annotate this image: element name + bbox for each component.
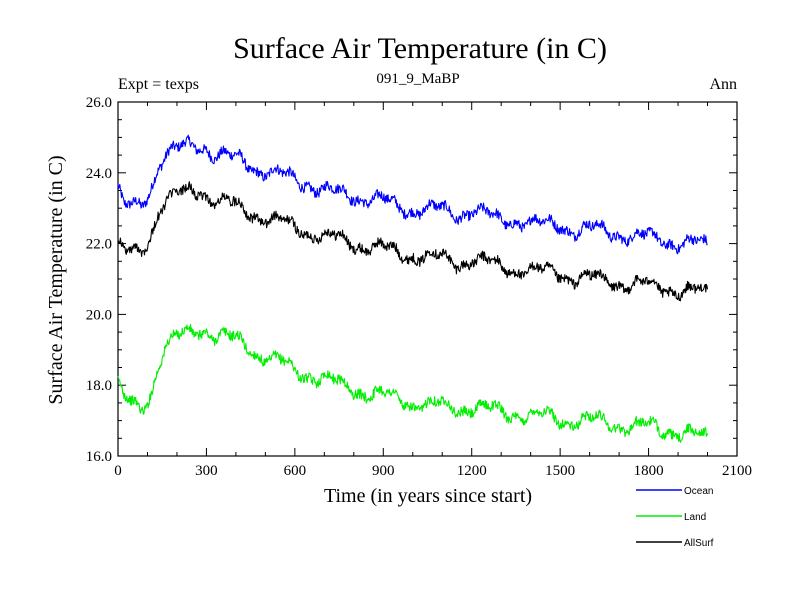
y-tick-label: 18.0 [86, 378, 112, 394]
x-tick-label: 0 [114, 463, 122, 479]
x-axis: 0 300 600 900 1200 1500 1800 2100 [114, 102, 752, 479]
experiment-label: Expt = texps [118, 76, 199, 93]
y-tick-label: 22.0 [86, 237, 112, 253]
y-tick-label: 16.0 [86, 449, 112, 465]
legend-label-land: Land [684, 512, 706, 523]
series-line-allsurf [117, 181, 709, 302]
y-tick-label: 20.0 [86, 307, 112, 323]
series-line-ocean [117, 134, 708, 255]
y-axis-label: Surface Air Temperature (in C) [45, 155, 67, 404]
x-tick-label: 1800 [634, 463, 664, 479]
period-label: Ann [709, 76, 737, 93]
series-layer [117, 134, 709, 443]
run-label: 091_9_MaBP [376, 71, 459, 87]
y-tick-label: 26.0 [86, 95, 112, 111]
x-tick-label: 600 [284, 463, 307, 479]
series-line-land [117, 323, 709, 443]
x-tick-label: 900 [372, 463, 395, 479]
y-axis: 16.0 18.0 20.0 22.0 24.0 26.0 [86, 95, 737, 465]
chart-title: Surface Air Temperature (in C) [233, 32, 607, 65]
x-tick-label: 1500 [545, 463, 575, 479]
legend-label-allsurf: AllSurf [684, 538, 714, 549]
x-tick-label: 1200 [457, 463, 487, 479]
x-axis-label: Time (in years since start) [324, 485, 532, 507]
legend: Ocean Land AllSurf [636, 486, 714, 549]
y-tick-label: 24.0 [86, 166, 112, 182]
x-tick-label: 300 [195, 463, 218, 479]
legend-label-ocean: Ocean [684, 486, 713, 497]
x-tick-label: 2100 [722, 463, 752, 479]
